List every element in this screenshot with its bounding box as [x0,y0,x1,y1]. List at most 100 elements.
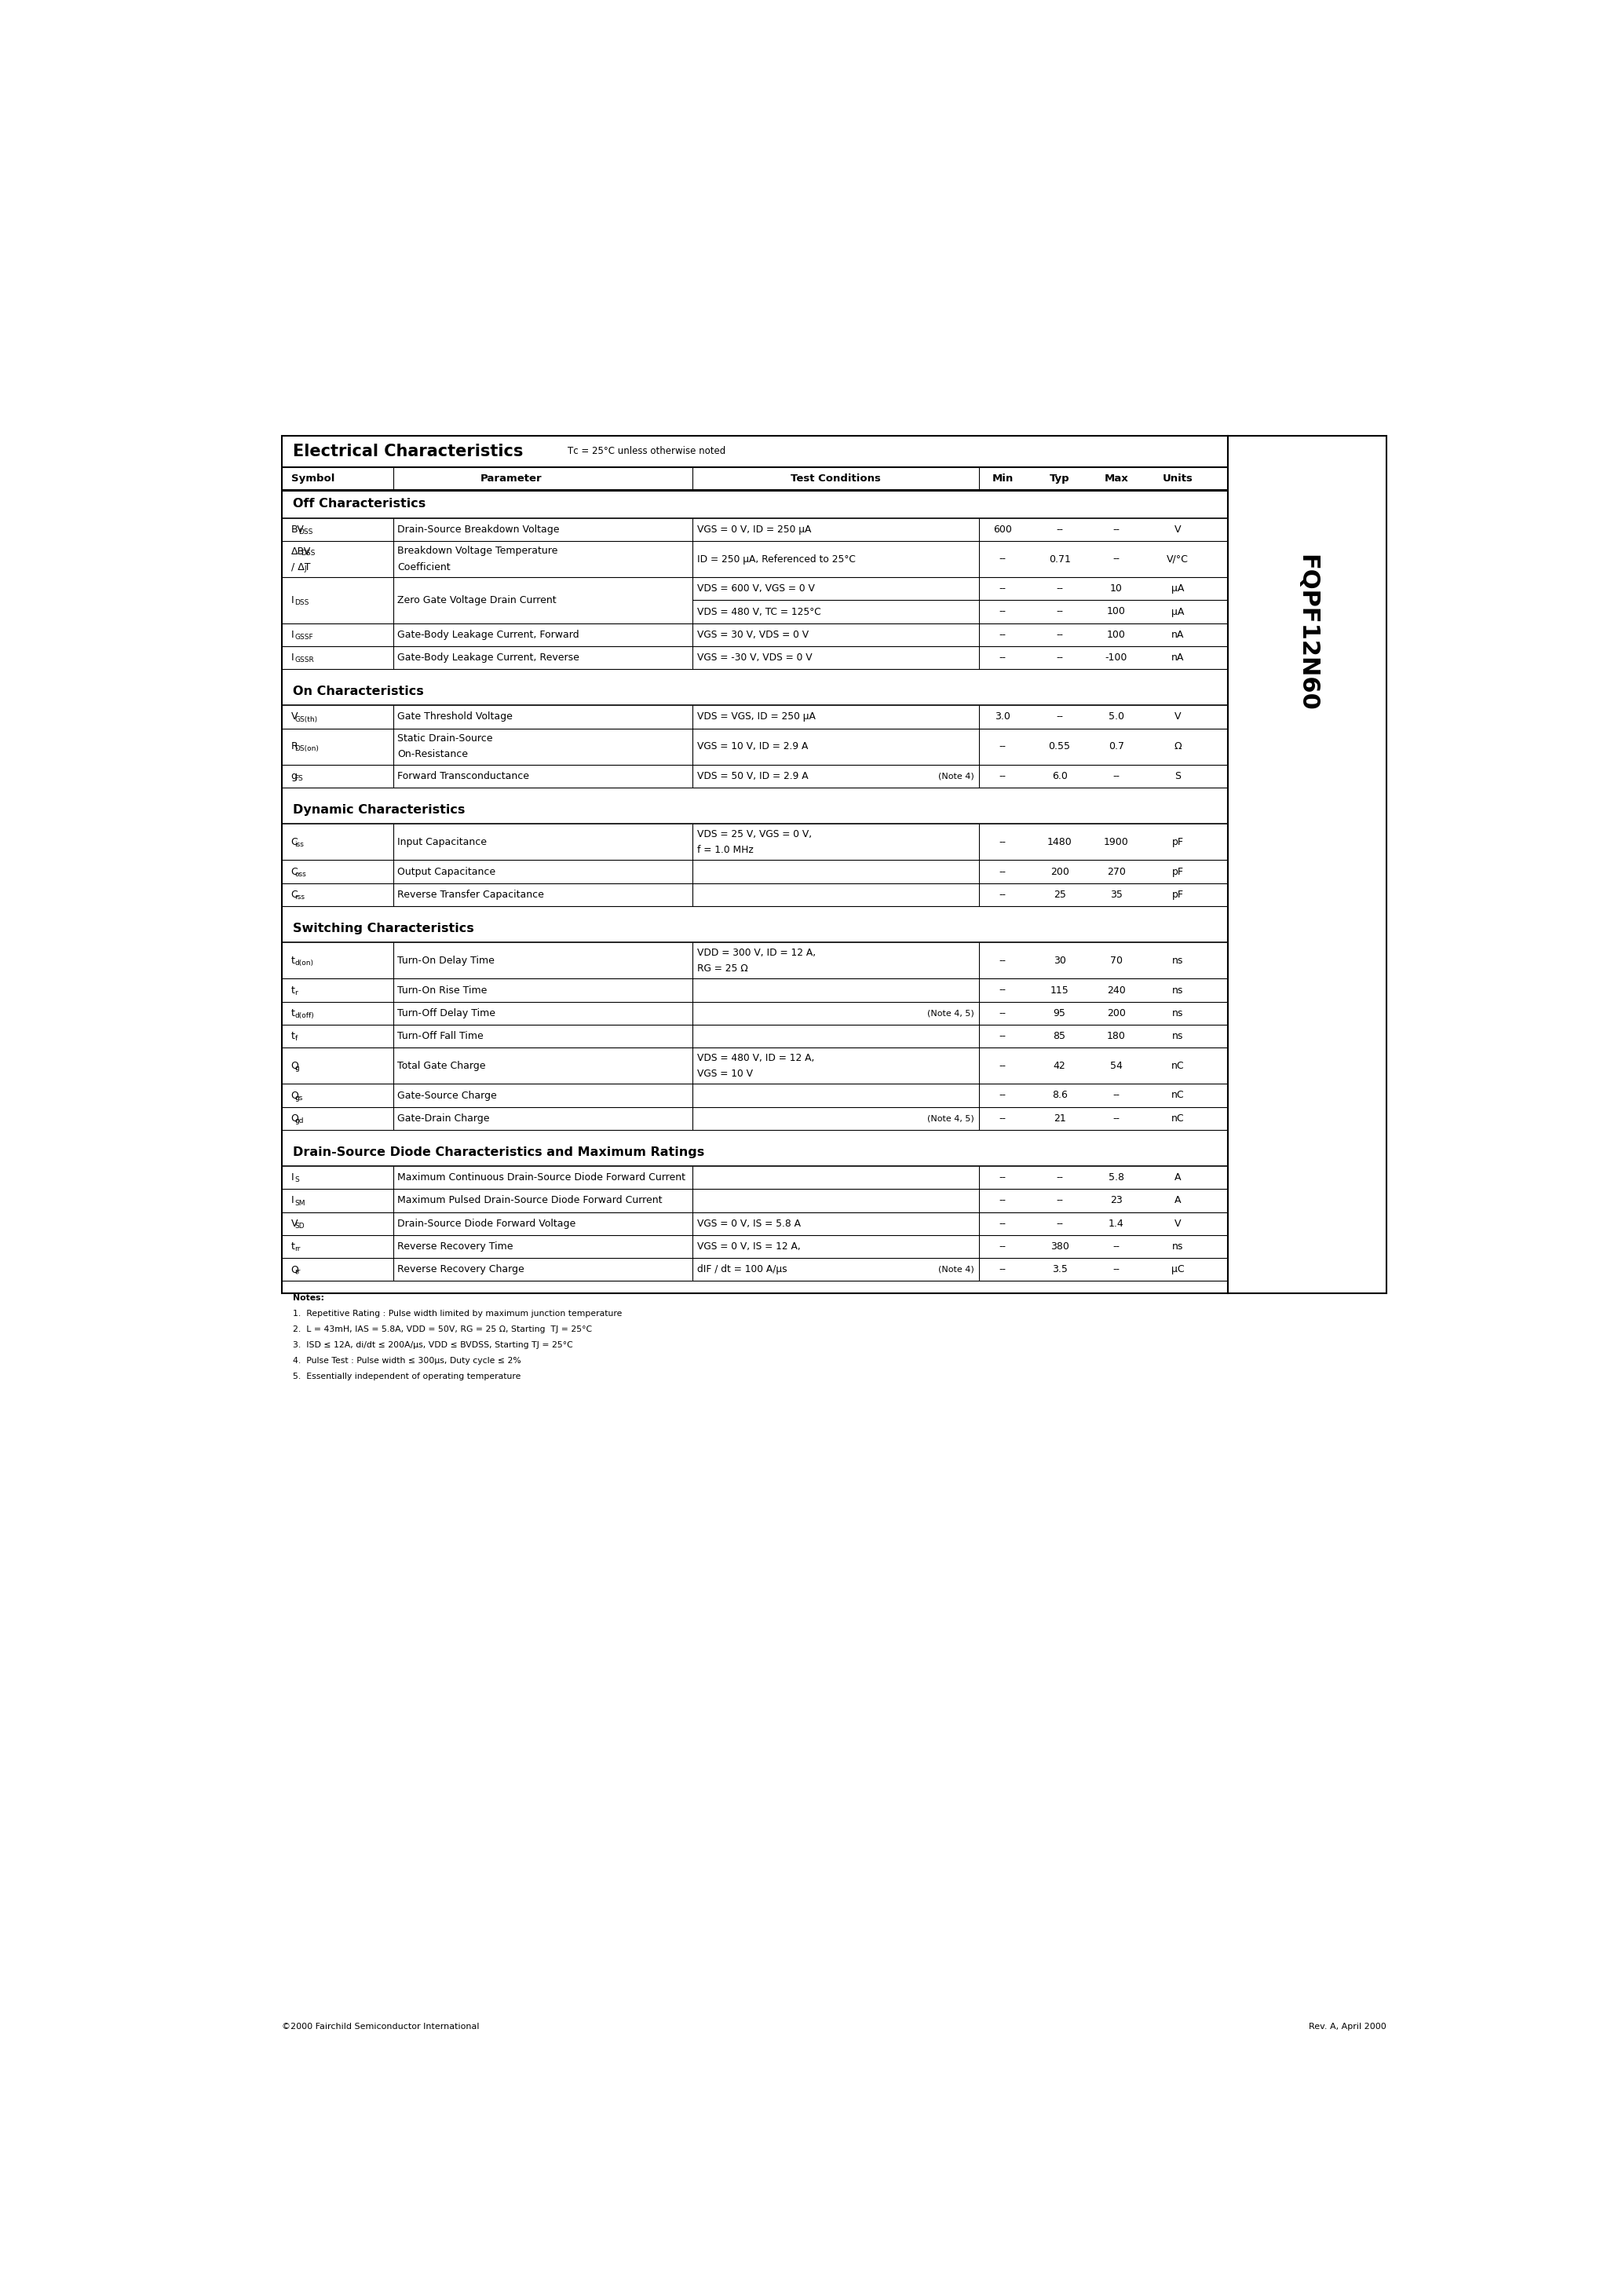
Text: --: -- [999,742,1006,751]
Text: Q: Q [290,1061,298,1070]
Text: 180: 180 [1106,1031,1126,1042]
Text: --: -- [999,629,1006,641]
Text: GSSF: GSSF [295,634,313,641]
Text: A: A [1174,1196,1181,1205]
Text: Coefficient: Coefficient [397,563,451,572]
Text: t: t [290,955,295,967]
Text: --: -- [999,553,1006,565]
Text: Reverse Recovery Time: Reverse Recovery Time [397,1242,513,1251]
Text: Q: Q [290,1091,298,1100]
Text: VDS = 50 V, ID = 2.9 A: VDS = 50 V, ID = 2.9 A [697,771,808,781]
Text: ns: ns [1173,955,1184,967]
Text: VGS = 0 V, IS = 12 A,: VGS = 0 V, IS = 12 A, [697,1242,801,1251]
Text: VDD = 300 V, ID = 12 A,: VDD = 300 V, ID = 12 A, [697,948,816,957]
Text: VDS = VGS, ID = 250 μA: VDS = VGS, ID = 250 μA [697,712,816,721]
Text: 1480: 1480 [1048,838,1072,847]
Text: I: I [290,1196,294,1205]
Text: 1.  Repetitive Rating : Pulse width limited by maximum junction temperature: 1. Repetitive Rating : Pulse width limit… [294,1311,623,1318]
Text: On-Resistance: On-Resistance [397,748,467,760]
Text: --: -- [1056,606,1062,618]
Text: dIF / dt = 100 A/μs: dIF / dt = 100 A/μs [697,1265,787,1274]
Text: Gate-Drain Charge: Gate-Drain Charge [397,1114,490,1123]
Text: --: -- [1056,523,1062,535]
Text: --: -- [999,889,1006,900]
Text: --: -- [1056,1196,1062,1205]
Text: (Note 4): (Note 4) [939,1265,975,1274]
Text: Units: Units [1163,473,1194,484]
Text: 5.8: 5.8 [1108,1173,1124,1182]
Text: 54: 54 [1109,1061,1122,1070]
Text: --: -- [999,1091,1006,1100]
Text: Gate-Body Leakage Current, Reverse: Gate-Body Leakage Current, Reverse [397,652,579,664]
Text: f = 1.0 MHz: f = 1.0 MHz [697,845,754,854]
Text: --: -- [1113,553,1119,565]
Text: VGS = 10 V, ID = 2.9 A: VGS = 10 V, ID = 2.9 A [697,742,808,751]
Text: V: V [1174,1219,1181,1228]
Text: nA: nA [1171,652,1184,664]
Text: 42: 42 [1053,1061,1066,1070]
Text: Notes:: Notes: [294,1295,324,1302]
Text: 115: 115 [1051,985,1069,994]
Text: gd: gd [295,1118,303,1125]
Text: C: C [290,889,298,900]
Text: 21: 21 [1053,1114,1066,1123]
Text: 240: 240 [1108,985,1126,994]
Text: d(on): d(on) [295,960,313,967]
Text: --: -- [999,985,1006,994]
Text: (Note 4, 5): (Note 4, 5) [928,1114,975,1123]
Text: Dynamic Characteristics: Dynamic Characteristics [294,804,466,815]
Text: Drain-Source Diode Forward Voltage: Drain-Source Diode Forward Voltage [397,1219,576,1228]
Text: iss: iss [295,840,303,847]
Text: RG = 25 Ω: RG = 25 Ω [697,964,748,974]
Text: pF: pF [1173,838,1184,847]
Text: Zero Gate Voltage Drain Current: Zero Gate Voltage Drain Current [397,595,556,606]
Text: --: -- [999,1173,1006,1182]
Text: Tᴄ = 25°C unless otherwise noted: Tᴄ = 25°C unless otherwise noted [568,445,725,457]
Text: SD: SD [295,1221,305,1231]
Text: --: -- [1056,712,1062,721]
Text: VGS = 0 V, ID = 250 μA: VGS = 0 V, ID = 250 μA [697,523,811,535]
Text: Electrical Characteristics: Electrical Characteristics [294,443,524,459]
Bar [1228,436,1387,1293]
Text: Ω: Ω [1174,742,1181,751]
Text: Test Conditions: Test Conditions [790,473,881,484]
Text: A: A [1174,1173,1181,1182]
Text: 200: 200 [1049,866,1069,877]
Text: --: -- [999,1242,1006,1251]
Text: Drain-Source Breakdown Voltage: Drain-Source Breakdown Voltage [397,523,560,535]
Text: nC: nC [1171,1061,1184,1070]
Text: g: g [295,1065,298,1072]
Text: t: t [290,1242,295,1251]
Text: FS: FS [295,776,303,783]
Text: V/°C: V/°C [1166,553,1189,565]
Text: V: V [290,1219,298,1228]
Text: 3.5: 3.5 [1051,1265,1067,1274]
Text: I: I [290,595,294,606]
Text: 0.55: 0.55 [1048,742,1071,751]
Text: On Characteristics: On Characteristics [294,687,423,698]
Text: --: -- [1113,771,1119,781]
Text: --: -- [999,583,1006,595]
Text: nC: nC [1171,1114,1184,1123]
Text: Input Capacitance: Input Capacitance [397,838,487,847]
Text: V: V [1174,523,1181,535]
Text: S: S [1174,771,1181,781]
Text: --: -- [999,1219,1006,1228]
Text: --: -- [999,771,1006,781]
Text: I: I [290,629,294,641]
Text: Symbol: Symbol [290,473,334,484]
Text: GS(th): GS(th) [295,716,318,723]
Text: / ΔT: / ΔT [290,563,310,572]
Text: 100: 100 [1106,629,1126,641]
Text: --: -- [999,1061,1006,1070]
Text: --: -- [1056,629,1062,641]
Text: VDS = 480 V, TC = 125°C: VDS = 480 V, TC = 125°C [697,606,821,618]
Text: ΔBV: ΔBV [290,546,311,556]
Text: Drain-Source Diode Characteristics and Maximum Ratings: Drain-Source Diode Characteristics and M… [294,1146,704,1157]
Text: ns: ns [1173,985,1184,994]
Text: 100: 100 [1106,606,1126,618]
Text: pF: pF [1173,889,1184,900]
Text: --: -- [1056,1173,1062,1182]
Text: Turn-Off Fall Time: Turn-Off Fall Time [397,1031,483,1042]
Text: 2.  L = 43mH, IAS = 5.8A, VDD = 50V, RG = 25 Ω, Starting  TJ = 25°C: 2. L = 43mH, IAS = 5.8A, VDD = 50V, RG =… [294,1325,592,1334]
